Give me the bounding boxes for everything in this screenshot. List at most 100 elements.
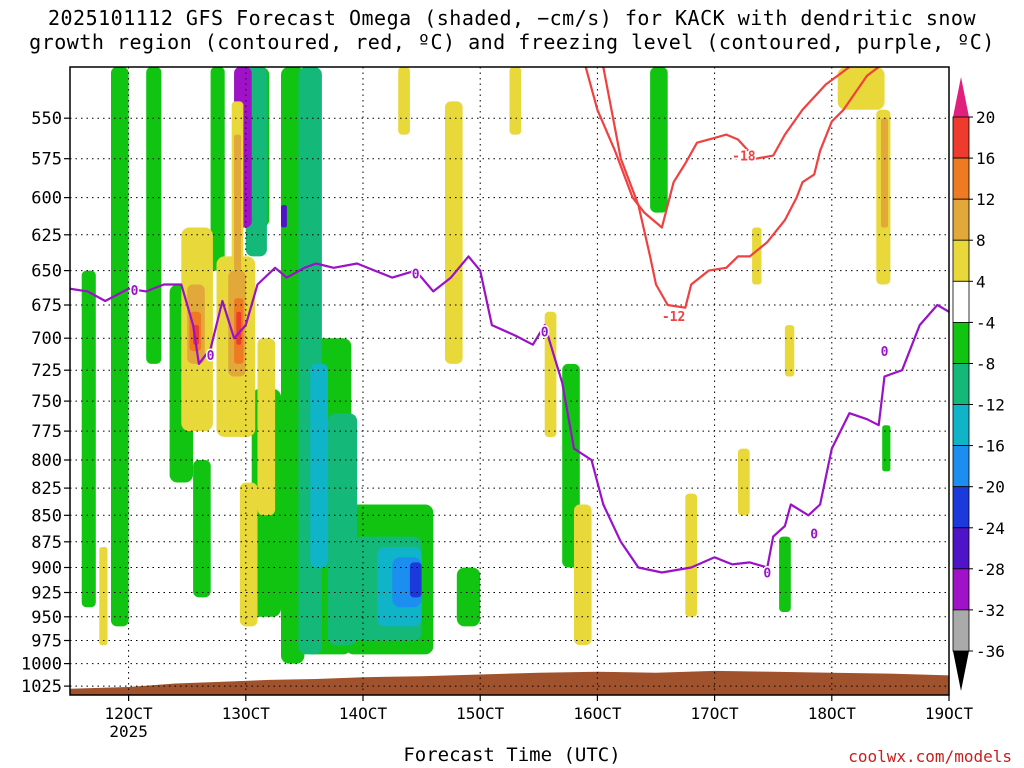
omega-region xyxy=(281,205,287,228)
omega-region xyxy=(445,101,463,364)
omega-region xyxy=(574,504,592,646)
x-axis-title: Forecast Time (UTC) xyxy=(403,744,621,766)
omega-region xyxy=(752,227,762,285)
x-tick-label: 19OCT xyxy=(925,704,974,723)
y-tick-label: 900 xyxy=(31,559,62,579)
omega-region xyxy=(738,448,750,516)
omega-region xyxy=(779,536,791,612)
colorbar-label: -12 xyxy=(976,396,1005,415)
omega-region xyxy=(650,67,668,213)
colorbar-bin xyxy=(952,527,970,570)
omega-region xyxy=(146,67,162,364)
colorbar-label: -4 xyxy=(976,313,995,332)
omega-region xyxy=(239,482,258,627)
colorbar-label: -36 xyxy=(976,642,1005,661)
x-tick-label: 12OCT xyxy=(105,704,154,723)
colorbar-label: 4 xyxy=(976,272,986,291)
x-tick-label: 18OCT xyxy=(808,704,857,723)
y-tick-label: 1000 xyxy=(21,655,62,675)
colorbar-bin xyxy=(952,280,970,323)
freezing-level-line xyxy=(70,255,949,574)
omega-region xyxy=(881,118,888,228)
freezing-level-label: 0 xyxy=(131,284,139,299)
freezing-level-label: 0 xyxy=(810,527,818,542)
dendritic-contour-label: -12 xyxy=(662,310,685,325)
omega-region xyxy=(81,270,96,608)
freezing-level-label: 0 xyxy=(207,349,215,364)
omega-region xyxy=(234,134,242,271)
omega-region xyxy=(409,562,422,598)
y-tick-label: 625 xyxy=(31,226,62,246)
colorbar-bin xyxy=(952,116,970,159)
y-tick-label: 675 xyxy=(31,296,62,316)
y-tick-label: 950 xyxy=(31,608,62,628)
colorbar-bin xyxy=(952,445,970,488)
colorbar-label: 16 xyxy=(976,149,995,168)
colorbar-bin xyxy=(952,239,970,282)
y-tick-label: 925 xyxy=(31,584,62,604)
x-tick-label: 14OCT xyxy=(339,704,388,723)
terrain-fill xyxy=(70,670,949,695)
chart-title-line-2: growth region (contoured, red, ºC) and f… xyxy=(29,30,995,54)
y-tick-label: 575 xyxy=(31,150,62,170)
colorbar-bottom-arrow xyxy=(953,651,969,691)
omega-region xyxy=(544,311,557,437)
y-tick-label: 725 xyxy=(31,361,62,381)
x-tick-sublabel: 2025 xyxy=(109,722,148,741)
omega-region xyxy=(398,67,410,135)
y-tick-label: 825 xyxy=(31,479,62,499)
colorbar-top-arrow xyxy=(953,77,969,117)
omega-region xyxy=(327,413,358,646)
colorbar-bin xyxy=(952,363,970,405)
colorbar-bin xyxy=(952,568,970,611)
omega-region xyxy=(310,363,328,568)
y-axis: 550 575 600 625 650 675 700 725 750 775 800 825 850 8… xyxy=(21,109,70,697)
freezing-level-label: 0 xyxy=(881,345,889,360)
omega-region xyxy=(685,493,697,617)
colorbar-label: 8 xyxy=(976,231,986,250)
freezing-level-label: 0 xyxy=(541,326,549,341)
colorbar-label: 20 xyxy=(976,108,995,127)
x-tick-label: 15OCT xyxy=(456,704,505,723)
dendritic-contour-line xyxy=(584,67,851,229)
omega-region xyxy=(456,567,481,627)
colorbar-bin xyxy=(952,609,970,652)
y-tick-label: 850 xyxy=(31,506,62,526)
x-tick-label: 13OCT xyxy=(222,704,271,723)
colorbar-bin xyxy=(952,404,970,446)
credit-link[interactable]: coolwx.com/models xyxy=(848,747,1012,766)
terrain-area xyxy=(70,670,949,695)
colorbar-bin xyxy=(952,157,970,200)
colorbar-bin xyxy=(952,321,970,364)
dendritic-contour-label: -18 xyxy=(732,150,756,165)
grid-lines xyxy=(70,67,950,695)
colorbar: 20 16 12 8 4 -4 -8 -12 -16 -20 -24 -28 -32 -36 xyxy=(952,77,1005,691)
omega-region xyxy=(111,67,129,627)
colorbar-label: -24 xyxy=(976,519,1005,538)
omega-region xyxy=(236,311,242,345)
freezing-level-label: 0 xyxy=(412,267,420,282)
colorbar-label: -20 xyxy=(976,478,1005,497)
colorbar-label: -32 xyxy=(976,601,1005,620)
omega-region xyxy=(99,547,108,646)
omega-region xyxy=(509,67,522,135)
chart-title-line-1: 2025101112 GFS Forecast Omega (shaded, −… xyxy=(47,6,977,30)
y-tick-label: 550 xyxy=(31,109,62,129)
y-tick-label: 700 xyxy=(31,329,62,349)
colorbar-bin xyxy=(952,198,970,241)
colorbar-label: 12 xyxy=(976,190,995,209)
y-tick-label: 600 xyxy=(31,189,62,209)
omega-region xyxy=(882,425,891,472)
y-tick-label: 975 xyxy=(31,632,62,652)
dendritic-contour-line xyxy=(602,67,881,309)
y-tick-label: 1025 xyxy=(21,677,62,697)
freezing-level-label: 0 xyxy=(763,567,771,582)
y-tick-label: 875 xyxy=(31,533,62,553)
colorbar-bin xyxy=(952,486,970,529)
y-tick-label: 650 xyxy=(31,262,62,282)
y-tick-label: 800 xyxy=(31,451,62,471)
omega-region xyxy=(257,338,276,516)
y-tick-label: 750 xyxy=(31,392,62,412)
